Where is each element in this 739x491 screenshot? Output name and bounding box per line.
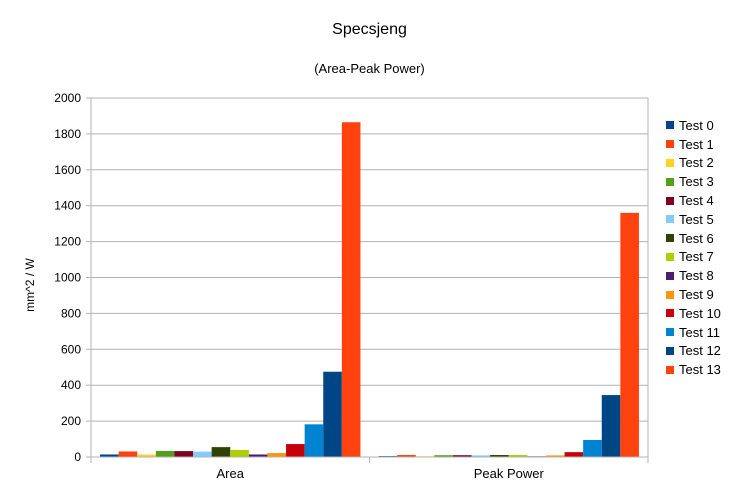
legend-swatch: [666, 140, 674, 149]
bar: [545, 455, 565, 457]
bar: [174, 451, 194, 457]
y-tick-label: 1400: [54, 199, 81, 213]
bar: [341, 122, 361, 458]
legend-item: Test 6: [666, 229, 721, 248]
bar: [193, 451, 212, 457]
legend-label: Test 0: [679, 117, 714, 133]
legend-item: Test 9: [666, 285, 721, 304]
chart-subtitle: (Area-Peak Power): [314, 61, 425, 76]
legend-label: Test 8: [679, 268, 714, 284]
legend-label: Test 13: [679, 362, 721, 378]
legend-label: Test 3: [679, 174, 714, 190]
legend-item: Test 13: [666, 360, 721, 379]
y-tick-label: 0: [74, 450, 81, 464]
bar: [397, 455, 416, 457]
legend-item: Test 2: [666, 154, 721, 173]
bar: [508, 455, 528, 457]
y-tick-label: 800: [61, 306, 81, 320]
legend-swatch: [666, 365, 674, 374]
bar: [118, 451, 138, 457]
legend-swatch: [666, 196, 674, 205]
bar: [230, 449, 249, 457]
legend-label: Test 12: [679, 343, 721, 359]
bar: [155, 450, 175, 457]
bar: [452, 455, 472, 457]
legend-label: Test 2: [679, 155, 714, 171]
y-tick-label: 200: [61, 414, 81, 428]
legend-label: Test 4: [679, 193, 714, 209]
legend-item: Test 3: [666, 172, 721, 191]
legend: Test 0 Test 1 Test 2 Test 3 Test 4 Test 5 Test…: [666, 116, 721, 379]
y-tick-label: 1000: [54, 271, 81, 285]
legend-item: Test 5: [666, 210, 721, 229]
legend-item: Test 12: [666, 342, 721, 361]
legend-swatch: [666, 121, 674, 130]
bar: [564, 452, 584, 457]
x-tick-label: Area: [217, 466, 245, 481]
bar: [471, 455, 491, 457]
legend-item: Test 1: [666, 135, 721, 154]
legend-swatch: [666, 215, 674, 224]
y-tick-label: 1200: [54, 235, 81, 249]
legend-item: Test 8: [666, 266, 721, 285]
legend-label: Test 11: [679, 324, 720, 340]
legend-item: Test 11: [666, 323, 721, 342]
legend-swatch: [666, 252, 674, 261]
legend-swatch: [666, 346, 674, 355]
legend-label: Test 5: [679, 211, 714, 227]
y-tick-label: 600: [61, 342, 81, 356]
legend-swatch: [666, 290, 674, 299]
y-tick-label: 1600: [54, 163, 81, 177]
legend-swatch: [666, 309, 674, 318]
y-tick-label: 1800: [54, 127, 81, 141]
legend-swatch: [666, 271, 674, 280]
bar: [434, 455, 453, 457]
bar: [100, 454, 119, 457]
bar: [137, 454, 156, 457]
bar: [490, 455, 509, 457]
legend-swatch: [666, 328, 674, 337]
legend-label: Test 1: [679, 136, 714, 152]
bar: [211, 447, 231, 457]
legend-label: Test 9: [679, 287, 714, 303]
bar: [601, 395, 621, 457]
chart-title: Specsjeng: [332, 21, 407, 38]
bar: [304, 424, 324, 457]
bar: [323, 371, 342, 457]
legend-item: Test 0: [666, 116, 721, 135]
bar: [267, 453, 287, 457]
legend-label: Test 10: [679, 305, 721, 321]
bar: [583, 439, 602, 457]
legend-item: Test 4: [666, 191, 721, 210]
legend-item: Test 7: [666, 248, 721, 267]
y-tick-label: 400: [61, 378, 81, 392]
bar: [248, 454, 268, 457]
legend-item: Test 10: [666, 304, 721, 323]
legend-swatch: [666, 177, 674, 186]
legend-label: Test 6: [679, 230, 714, 246]
legend-label: Test 7: [679, 249, 714, 265]
bar: [286, 444, 305, 457]
legend-swatch: [666, 158, 674, 167]
x-tick-label: Peak Power: [474, 466, 545, 481]
legend-swatch: [666, 234, 674, 243]
y-tick-label: 2000: [54, 91, 81, 105]
bar: [620, 212, 639, 457]
